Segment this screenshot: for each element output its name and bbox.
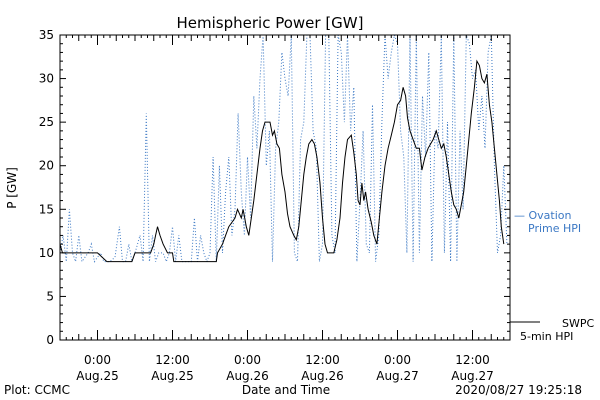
y-tick-label: 35 xyxy=(39,28,54,42)
x-tick-label-time: 12:00 xyxy=(455,353,490,367)
axes-layer: 0 5 10 15 20 25 30 35 0:00 Aug.25 12:00 Aug.25 0:00 A… xyxy=(39,28,511,383)
y-tick-label: 20 xyxy=(39,159,54,173)
x-tick-label-time: 12:00 xyxy=(155,353,190,367)
x-tick-label-time: 0:00 xyxy=(384,353,411,367)
y-tick-label: 30 xyxy=(39,72,54,86)
legend-ovation-line1: — Ovation xyxy=(514,209,572,222)
y-tick-label: 5 xyxy=(46,289,54,303)
x-tick-label-date: Aug.25 xyxy=(76,369,119,383)
series-swpc-line xyxy=(59,59,505,263)
series-layer xyxy=(59,33,508,264)
legend-swpc-line2: 5-min HPI xyxy=(520,330,573,343)
x-tick-label-date: Aug.26 xyxy=(301,369,344,383)
series-ovation-line xyxy=(59,33,508,264)
y-axis-label: P [GW] xyxy=(5,167,19,209)
x-tick-label-date: Aug.25 xyxy=(151,369,194,383)
x-axis-label: Date and Time xyxy=(242,383,330,397)
legend-ovation-line2: Prime HPI xyxy=(528,222,581,235)
x-tick-label-date: Aug.27 xyxy=(376,369,419,383)
x-tick-label-date: Aug.26 xyxy=(226,369,269,383)
y-tick-label: 25 xyxy=(39,115,54,129)
y-tick-label: 0 xyxy=(46,333,54,347)
plot-credit: Plot: CCMC xyxy=(4,383,70,397)
x-tick-label-time: 0:00 xyxy=(84,353,111,367)
x-tick-label-time: 12:00 xyxy=(305,353,340,367)
legend-swpc-line1: SWPC xyxy=(562,317,594,330)
y-tick-label: 10 xyxy=(39,246,54,260)
chart-title: Hemispheric Power [GW] xyxy=(177,14,364,32)
x-tick-label-date: Aug.27 xyxy=(451,369,494,383)
timestamp: 2020/08/27 19:25:18 xyxy=(455,383,582,397)
y-tick-label: 15 xyxy=(39,202,54,216)
x-tick-label-time: 0:00 xyxy=(234,353,261,367)
